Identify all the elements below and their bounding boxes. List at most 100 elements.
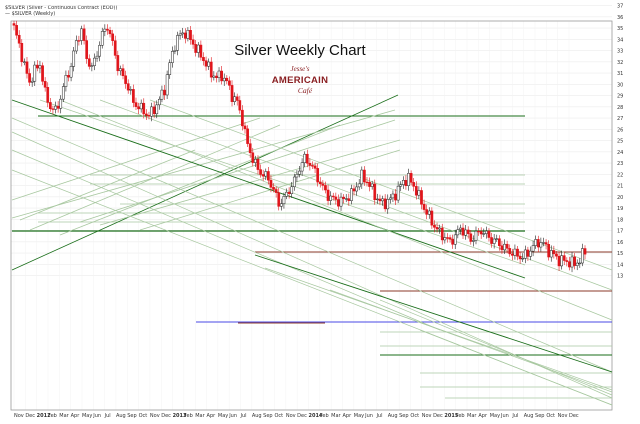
candle-down	[142, 98, 146, 119]
candle-body	[575, 262, 579, 266]
candle-down	[202, 52, 205, 66]
candle-down	[85, 35, 89, 64]
candle-body	[324, 185, 327, 191]
candle-up	[531, 240, 535, 257]
falling-trendline	[254, 254, 613, 373]
candle-body	[539, 242, 543, 248]
candle-down	[28, 68, 31, 87]
candle-body	[534, 239, 538, 246]
x-tick-label: Dec	[433, 413, 443, 419]
candle-body	[363, 169, 366, 183]
candle-body	[56, 105, 60, 109]
candle-body	[435, 227, 439, 230]
y-tick-label: 17	[617, 229, 623, 235]
x-tick-label: Aug	[116, 413, 126, 419]
logo-line-1: Jesse's	[291, 65, 310, 73]
candle-down	[583, 245, 587, 260]
candle-body	[381, 198, 384, 202]
candle-body	[267, 171, 270, 181]
candle-body	[466, 229, 470, 235]
rising-trendline	[29, 124, 281, 231]
falling-trendline	[11, 99, 526, 279]
candle-down	[324, 181, 327, 194]
candle-body	[526, 249, 530, 257]
candle-body	[464, 229, 467, 236]
candle-up	[474, 226, 478, 245]
candle-down	[526, 246, 530, 261]
candle-down	[477, 228, 480, 236]
candle-body	[212, 75, 216, 78]
y-tick-label: 36	[617, 15, 623, 21]
candle-down	[132, 84, 135, 108]
candle-down	[259, 164, 262, 178]
rising-trendline	[19, 149, 196, 221]
candle-body	[303, 153, 307, 163]
candle-down	[256, 155, 260, 175]
candle-body	[129, 89, 133, 91]
candle-down	[56, 101, 60, 113]
chart-title: Silver Weekly Chart	[234, 42, 366, 59]
candle-body	[513, 248, 517, 256]
symbol-subheader: — $SILVER (Weekly)	[5, 11, 55, 17]
x-tick-label: Nov	[558, 413, 568, 419]
x-tick-label: Dec	[25, 413, 35, 419]
candle-down	[321, 180, 325, 191]
candle-down	[82, 24, 86, 45]
candle-body	[181, 32, 185, 35]
x-tick-label: Aug	[388, 413, 398, 419]
candle-down	[422, 199, 426, 213]
candle-up	[212, 71, 216, 81]
candle-down	[194, 40, 198, 57]
x-tick-label: Sep	[399, 413, 408, 419]
candle-body	[420, 190, 423, 205]
falling-trendline	[329, 289, 613, 393]
candle-body	[490, 237, 493, 244]
candle-body	[337, 199, 340, 207]
candle-up	[69, 62, 73, 82]
candle-body	[581, 248, 584, 264]
candle-body	[477, 230, 480, 233]
candle-body	[80, 28, 83, 41]
candle-down	[500, 240, 504, 255]
candle-body	[25, 61, 29, 74]
candle-body	[145, 113, 148, 116]
x-tick-label: Nov	[14, 413, 24, 419]
x-tick-label: Sep	[535, 413, 544, 419]
x-tick-label: Jun	[92, 413, 101, 419]
candle-body	[547, 244, 551, 258]
logo-line-3: Café	[298, 86, 313, 95]
candle-up	[376, 193, 379, 204]
x-tick-label: Sep	[127, 413, 136, 419]
candle-body	[469, 233, 473, 242]
candle-body	[121, 68, 125, 77]
candle-up	[344, 194, 348, 203]
rising-trendline	[59, 124, 341, 236]
rising-trendline	[11, 109, 396, 219]
candle-down	[199, 40, 203, 61]
candle-up	[54, 101, 57, 114]
candle-body	[583, 248, 587, 255]
candle-body	[549, 250, 553, 258]
candle-up	[339, 192, 343, 211]
candle-up	[459, 224, 462, 235]
candle-up	[33, 61, 37, 86]
candle-body	[72, 50, 76, 67]
x-tick-label: Jul	[104, 413, 111, 419]
candle-body	[542, 242, 545, 244]
candle-down	[77, 35, 81, 46]
candle-up	[560, 250, 563, 270]
candle-down	[552, 245, 556, 259]
candle-down	[368, 177, 371, 192]
candle-body	[391, 193, 395, 199]
candle-down	[440, 223, 444, 245]
candle-up	[173, 45, 177, 55]
symbol-header: $SILVER (Silver - Continuous Contract (E…	[5, 5, 117, 11]
y-tick-label: 33	[617, 49, 623, 55]
candle-body	[459, 227, 462, 230]
y-tick-label: 35	[617, 26, 623, 32]
candle-up	[295, 170, 299, 183]
candle-body	[505, 243, 509, 249]
candle-up	[64, 70, 68, 92]
candle-body	[90, 65, 94, 67]
candle-body	[474, 230, 478, 241]
